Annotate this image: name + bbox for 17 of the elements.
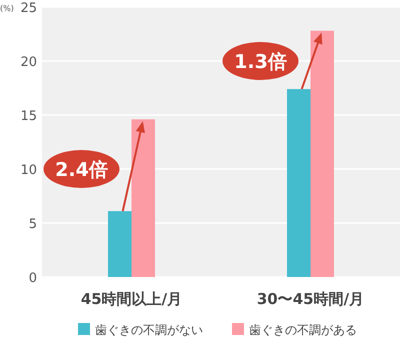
y-tick-label: 15: [20, 109, 37, 124]
y-tick-label: 20: [20, 55, 37, 70]
x-tick-label: 30〜45時間/月: [256, 290, 364, 308]
y-tick-label: 25: [20, 1, 37, 16]
x-tick-label: 45時間以上/月: [80, 290, 182, 308]
y-tick-label: 10: [20, 163, 37, 178]
y-tick-label: 0: [28, 271, 37, 286]
annotation: 1.3倍: [234, 51, 287, 73]
y-tick-label: 5: [28, 217, 37, 232]
legend-label: 歯ぐきの不調がある: [249, 323, 357, 337]
y-axis-title: (%): [0, 4, 14, 13]
bar: [108, 211, 132, 277]
bar: [310, 30, 334, 277]
legend-label: 歯ぐきの不調がない: [95, 323, 203, 337]
bar: [132, 119, 155, 277]
bar: [287, 89, 310, 277]
annotation: 2.4倍: [55, 159, 108, 181]
